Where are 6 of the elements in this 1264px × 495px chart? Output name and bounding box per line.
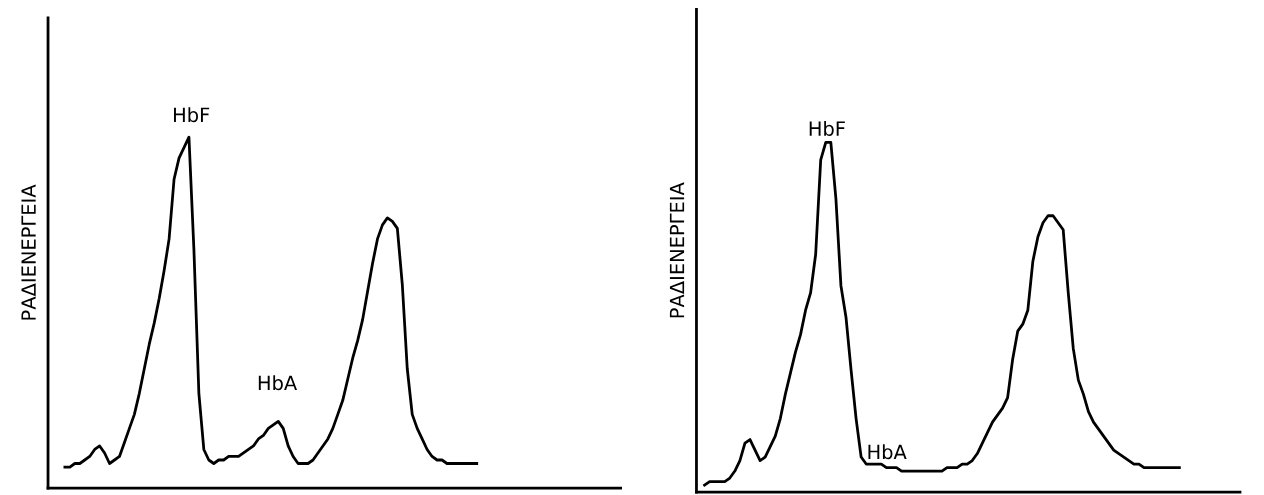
annotation: HbA bbox=[868, 444, 907, 460]
annotation: HbA bbox=[258, 375, 298, 391]
y-axis-title: ΡΑΔΙΕΝΕΡΓΕΙΑ bbox=[21, 184, 36, 320]
text: HbF bbox=[174, 107, 210, 123]
y-axis-title: ΡΑΔΙΕΝΕΡΓΕΙΑ bbox=[669, 182, 685, 318]
text: HbF bbox=[809, 120, 845, 136]
